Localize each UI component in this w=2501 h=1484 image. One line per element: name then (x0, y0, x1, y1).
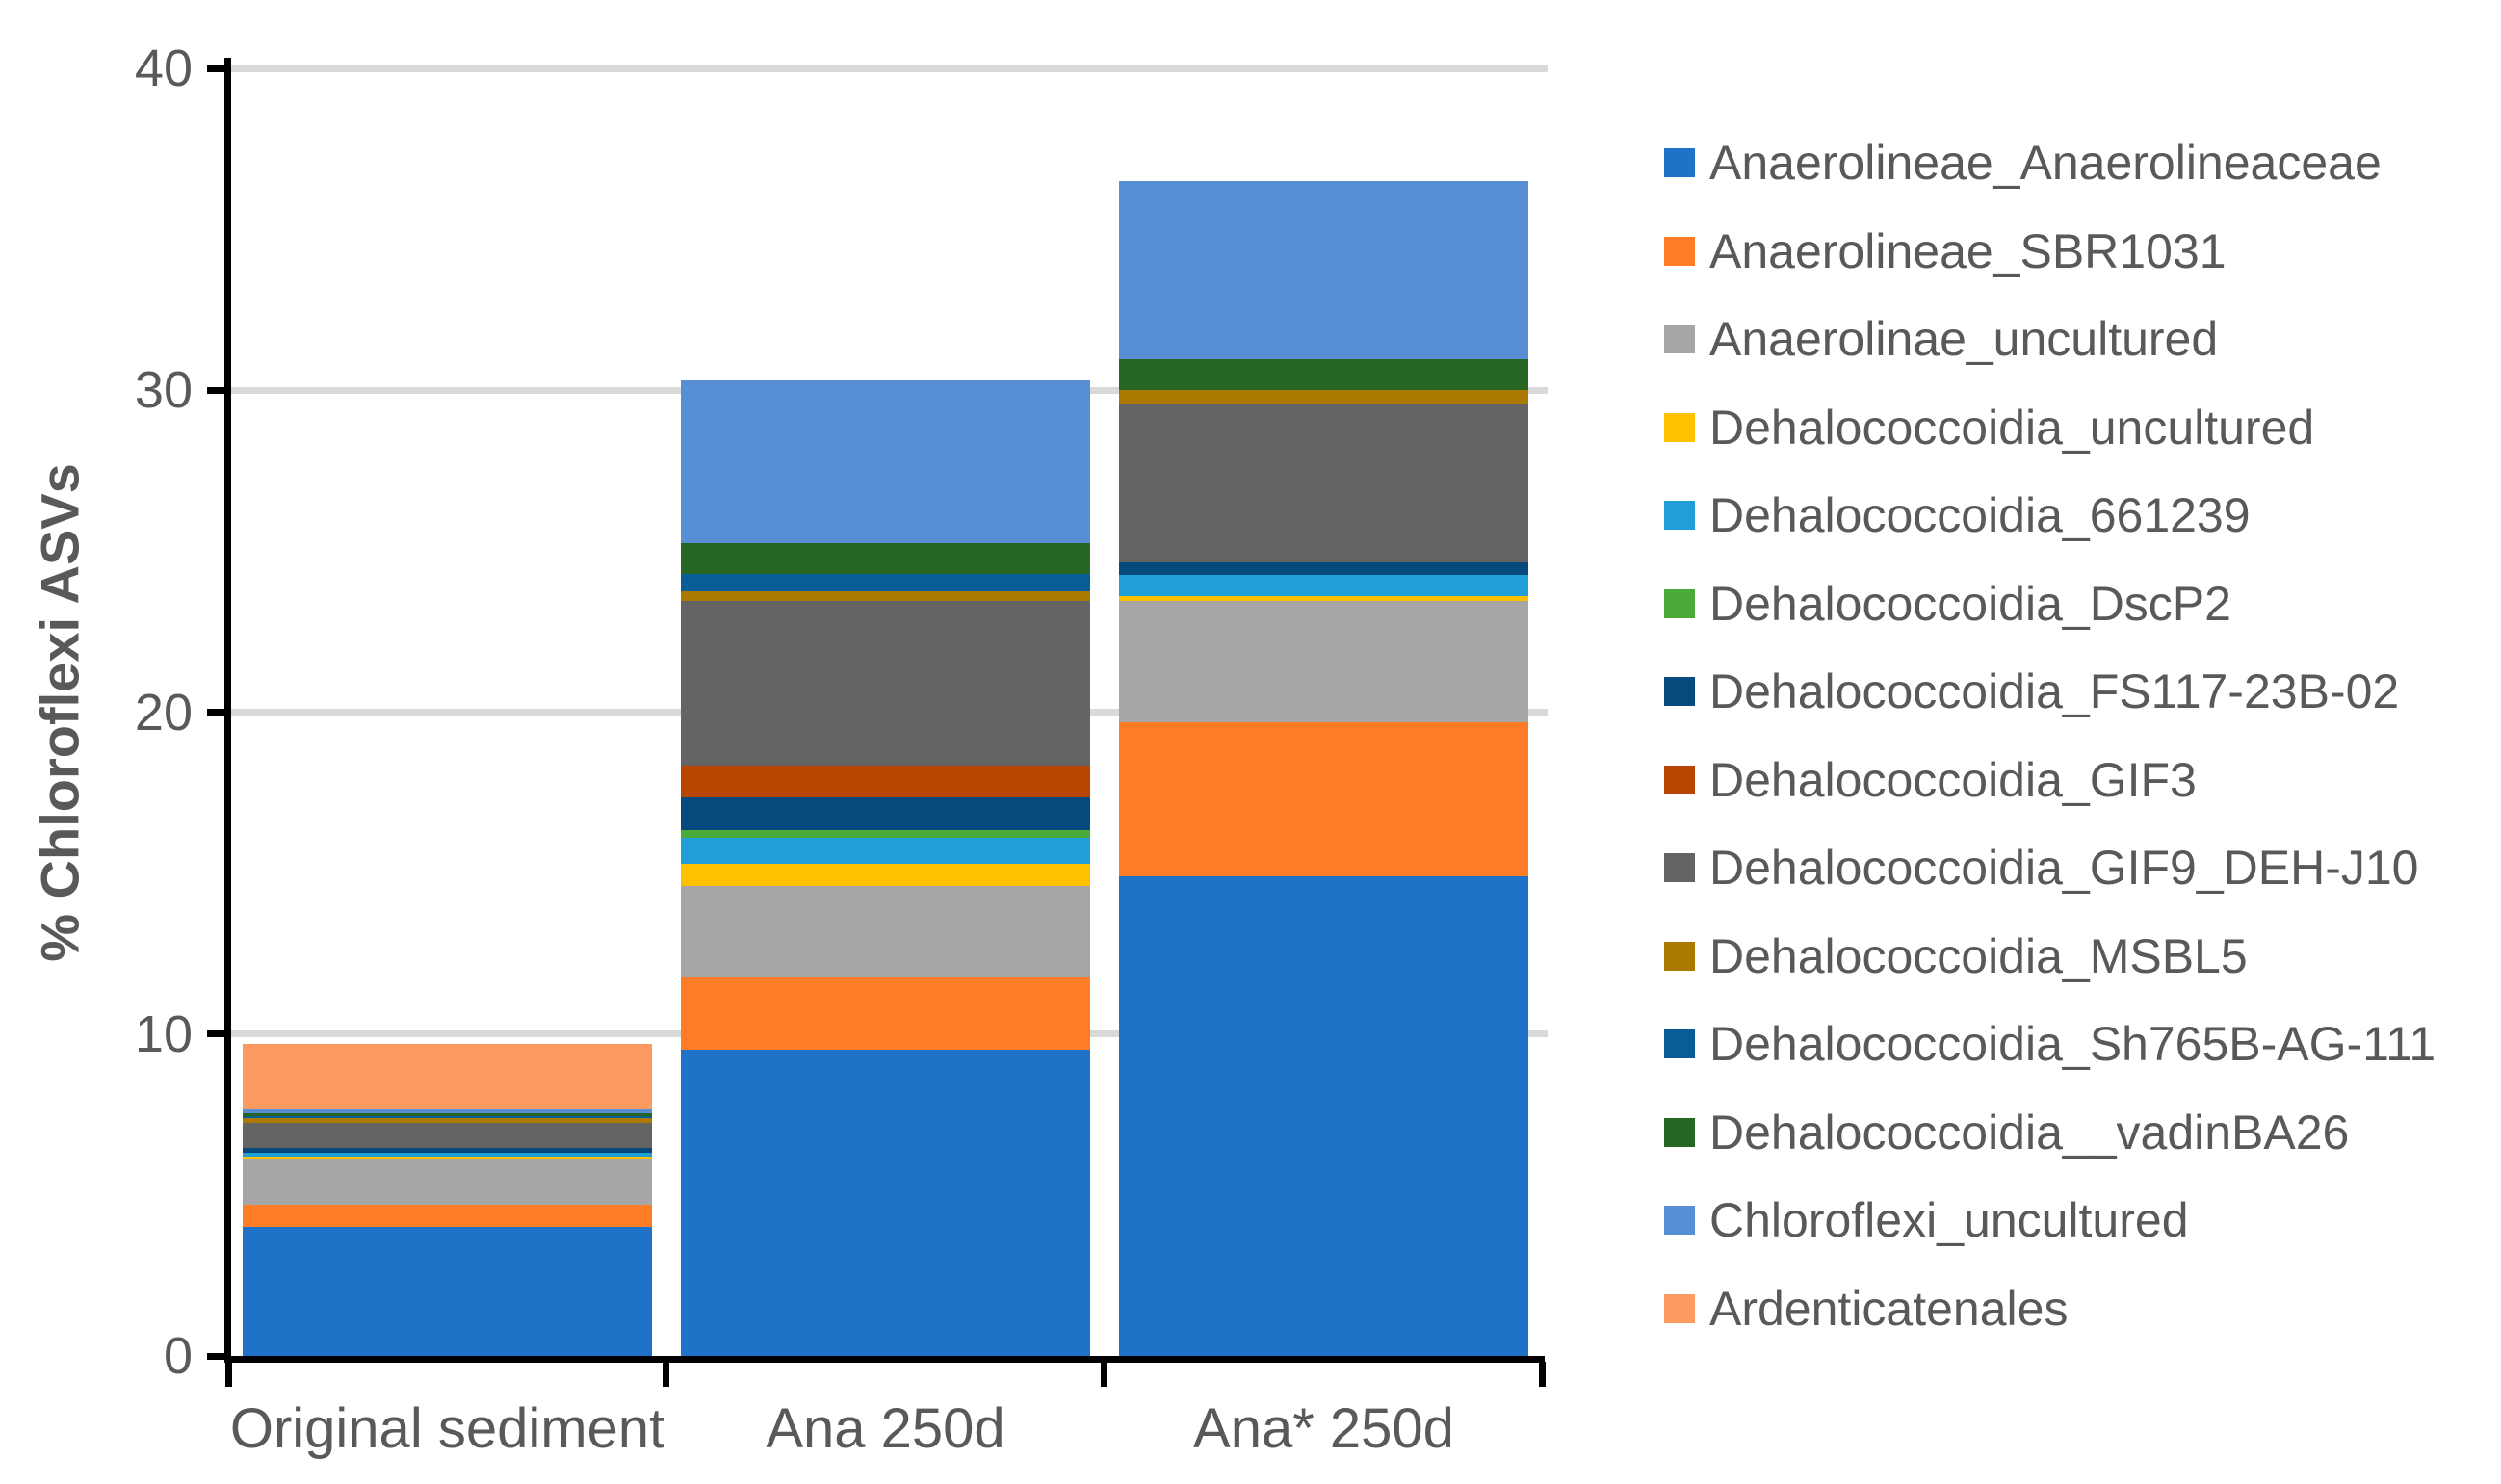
legend-swatch-icon (1664, 853, 1695, 882)
bar-segment-Chloroflexi_uncultured (1119, 181, 1528, 359)
legend-label: Chloroflexi_uncultured (1709, 1193, 2189, 1247)
legend-item-Ardenticatenales: Ardenticatenales (1664, 1280, 2492, 1338)
legend-label: Dehalococcoidia_DscP2 (1709, 576, 2231, 631)
legend-label: Dehalococcoidia_GIF3 (1709, 752, 2197, 807)
legend-label: Dehalococcoidia_FS117-23B-02 (1709, 664, 2400, 718)
y-tick-label-0: 0 (163, 1327, 193, 1385)
x-category-label-2: Ana* 250d (1193, 1397, 1454, 1460)
bar-segment-Dehalococcoidia_661239 (243, 1153, 652, 1157)
legend-swatch-icon (1664, 148, 1695, 177)
y-axis-tick-40 (207, 65, 231, 72)
bar-segment-Dehalococcoidia__vadinBA26 (243, 1113, 652, 1116)
legend-swatch-icon (1664, 236, 1695, 266)
bar-segment-Dehalococcoidia_FS117-23B-02 (1119, 562, 1528, 575)
bar-segment-Anaerolineae_SBR1031 (1119, 722, 1528, 876)
y-axis-tick-10 (207, 1030, 231, 1038)
bar-segment-Dehalococcoidia_GIF9_DEH-J10 (243, 1123, 652, 1148)
legend-item-Dehalococcoidia_DscP2: Dehalococcoidia_DscP2 (1664, 575, 2492, 633)
legend-item-Dehalococcoidia_GIF9_DEH-J10: Dehalococcoidia_GIF9_DEH-J10 (1664, 839, 2492, 897)
legend-swatch-icon (1664, 765, 1695, 794)
bar-segment-Anaerolineae_Anaerolineaceae (681, 1050, 1090, 1356)
legend-label: Dehalococcoidia_Sh765B-AG-111 (1709, 1017, 2436, 1071)
legend-swatch-icon (1664, 325, 1695, 353)
bar-segment-Dehalococcoidia_661239 (1119, 575, 1528, 596)
bar-segment-Dehalococcoidia_DscP2 (681, 830, 1090, 838)
bar-segment-Dehalococcoidia_661239 (681, 838, 1090, 864)
bar-segment-Anaerolineae_Anaerolineaceae (1119, 876, 1528, 1356)
legend-swatch-icon (1664, 1206, 1695, 1235)
legend-item-Dehalococcoidia_GIF3: Dehalococcoidia_GIF3 (1664, 751, 2492, 809)
legend-label: Dehalococcoidia__vadinBA26 (1709, 1105, 2350, 1159)
legend-item-Anaerolinae_uncultured: Anaerolinae_uncultured (1664, 310, 2492, 368)
x-axis-tick-2 (1100, 1362, 1107, 1387)
bar-segment-Dehalococcoidia_uncultured (243, 1157, 652, 1159)
y-tick-label-40: 40 (134, 39, 193, 97)
legend-item-Anaerolineae_SBR1031: Anaerolineae_SBR1031 (1664, 222, 2492, 280)
bar-segment-Anaerolinae_uncultured (1119, 601, 1528, 722)
legend-swatch-icon (1664, 588, 1695, 618)
y-tick-label-20: 20 (134, 683, 193, 742)
legend-label: Anaerolineae_SBR1031 (1709, 223, 2227, 278)
bar-segment-Dehalococcoidia_MSBL5 (1119, 390, 1528, 404)
legend-item-Dehalococcoidia_MSBL5: Dehalococcoidia_MSBL5 (1664, 927, 2492, 985)
bar-segment-Anaerolinae_uncultured (243, 1159, 652, 1205)
bar-segment-Dehalococcoidia_uncultured (1119, 596, 1528, 601)
y-axis-tick-0 (207, 1352, 231, 1360)
legend-swatch-icon (1664, 1293, 1695, 1323)
bar-segment-Chloroflexi_uncultured (243, 1109, 652, 1113)
legend-swatch-icon (1664, 501, 1695, 530)
bar-segment-Dehalococcoidia_uncultured (681, 864, 1090, 886)
bar-segment-Dehalococcoidia__vadinBA26 (1119, 359, 1528, 390)
bar-segment-Dehalococcoidia_GIF9_DEH-J10 (1119, 404, 1528, 562)
bar-segment-Chloroflexi_uncultured (681, 380, 1090, 543)
legend-swatch-icon (1664, 412, 1695, 442)
bar-segment-Dehalococcoidia_MSBL5 (243, 1118, 652, 1123)
legend-swatch-icon (1664, 1029, 1695, 1058)
bar-segment-Dehalococcoidia_FS117-23B-02 (243, 1148, 652, 1153)
legend-item-Anaerolineae_Anaerolineaceae: Anaerolineae_Anaerolineaceae (1664, 134, 2492, 192)
x-axis-line (224, 1356, 1545, 1363)
bar-segment-Ardenticatenales (243, 1044, 652, 1109)
legend-item-Dehalococcoidia_uncultured: Dehalococcoidia_uncultured (1664, 399, 2492, 456)
legend-label: Ardenticatenales (1709, 1281, 2069, 1336)
legend-label: Dehalococcoidia_GIF9_DEH-J10 (1709, 841, 2419, 895)
x-category-label-0: Original sediment (229, 1397, 665, 1460)
x-axis-tick-3 (1538, 1362, 1546, 1387)
legend-item-Dehalococcoidia_Sh765B-AG-111: Dehalococcoidia_Sh765B-AG-111 (1664, 1015, 2492, 1073)
bar-segment-Anaerolineae_SBR1031 (243, 1205, 652, 1227)
legend-swatch-icon (1664, 677, 1695, 706)
legend-label: Anaerolinae_uncultured (1709, 312, 2219, 366)
legend-item-Dehalococcoidia_FS117-23B-02: Dehalococcoidia_FS117-23B-02 (1664, 663, 2492, 720)
bar-segment-Dehalococcoidia_Sh765B-AG-111 (243, 1116, 652, 1118)
legend-item-Chloroflexi_uncultured: Chloroflexi_uncultured (1664, 1191, 2492, 1249)
y-axis-tick-20 (207, 709, 231, 716)
bar-segment-Dehalococcoidia_GIF9_DEH-J10 (681, 601, 1090, 766)
x-axis-tick-0 (224, 1362, 232, 1387)
bar-segment-Dehalococcoidia_FS117-23B-02 (681, 797, 1090, 830)
legend-label: Anaerolineae_Anaerolineaceae (1709, 136, 2382, 190)
legend-label: Dehalococcoidia_uncultured (1709, 400, 2315, 455)
legend-swatch-icon (1664, 1117, 1695, 1147)
legend-label: Dehalococcoidia_MSBL5 (1709, 928, 2248, 983)
bar-segment-Anaerolineae_Anaerolineaceae (243, 1227, 652, 1356)
gridline-40 (231, 65, 1548, 72)
legend-item-Dehalococcoidia_661239: Dehalococcoidia_661239 (1664, 486, 2492, 544)
y-tick-label-30: 30 (134, 361, 193, 420)
bar-segment-Dehalococcoidia_GIF3 (681, 766, 1090, 797)
y-tick-label-10: 10 (134, 1004, 193, 1063)
legend-label: Dehalococcoidia_661239 (1709, 488, 2251, 542)
bar-segment-Dehalococcoidia__vadinBA26 (681, 543, 1090, 574)
bar-segment-Dehalococcoidia_Sh765B-AG-111 (681, 574, 1090, 591)
legend-swatch-icon (1664, 941, 1695, 971)
y-axis-tick-30 (207, 386, 231, 394)
x-axis-tick-1 (663, 1362, 669, 1387)
y-axis-title: % Chloroflexi ASVs (29, 463, 91, 962)
bar-segment-Anaerolineae_SBR1031 (681, 977, 1090, 1050)
x-category-label-1: Ana 250d (766, 1397, 1005, 1460)
legend-item-Dehalococcoidia__vadinBA26: Dehalococcoidia__vadinBA26 (1664, 1104, 2492, 1161)
bar-segment-Dehalococcoidia_MSBL5 (681, 591, 1090, 601)
bar-segment-Anaerolinae_uncultured (681, 886, 1090, 977)
